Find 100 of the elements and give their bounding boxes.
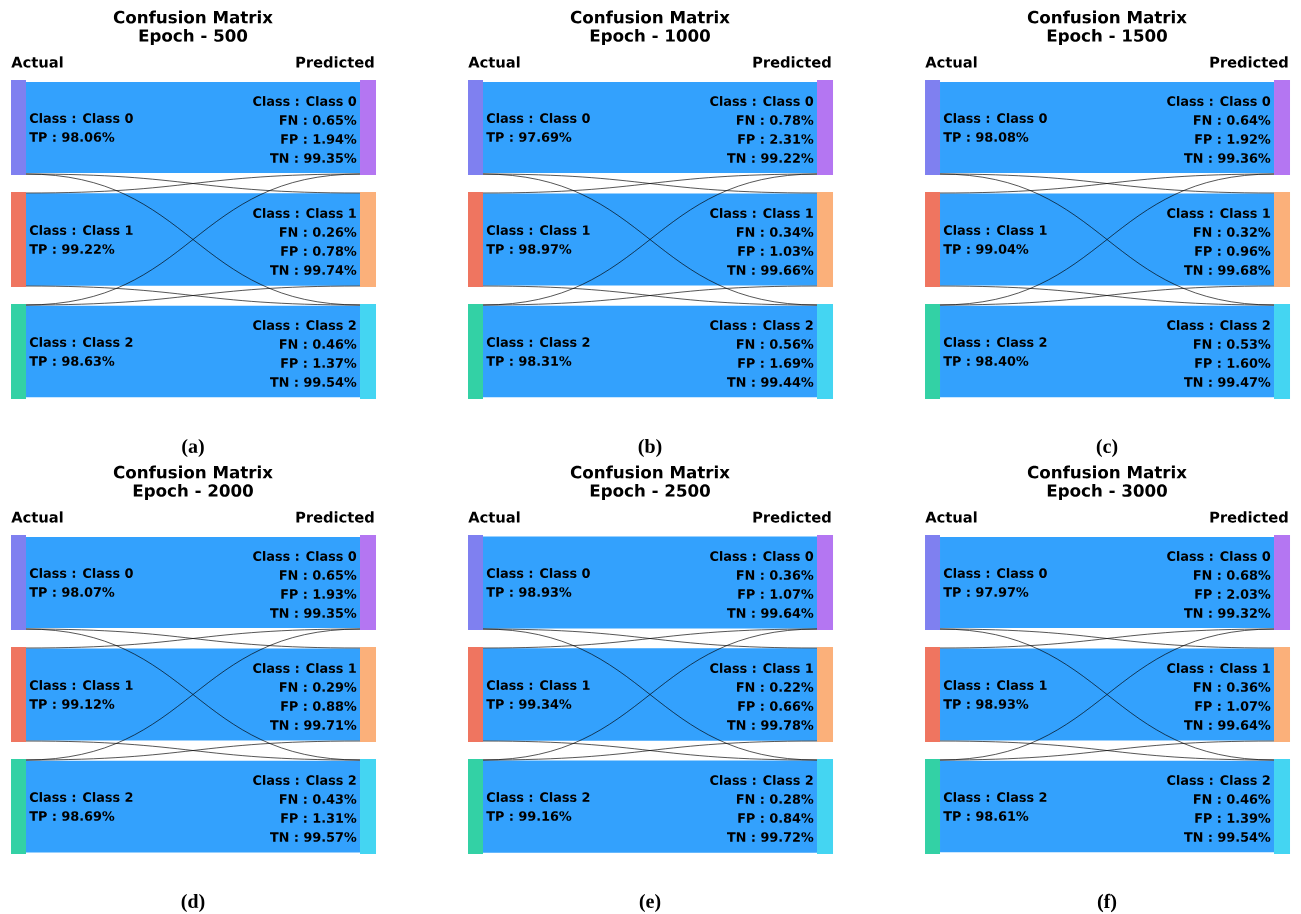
text: FP : 0.78% <box>281 246 357 256</box>
category-label: Class : Class 1 <box>29 680 133 690</box>
data-label: TP : 98.08% <box>943 132 1029 142</box>
text: FN : 0.36% <box>1194 682 1271 692</box>
text: Actual <box>925 56 977 68</box>
text: Actual <box>11 511 63 523</box>
category-label: Class : Class 0 <box>486 113 590 123</box>
data-label: TP : 99.34% <box>486 699 572 709</box>
text: FN : 0.28% <box>737 794 814 804</box>
data-label: TP : 99.12% <box>29 699 115 709</box>
data-label: TP : 99.22% <box>29 244 115 254</box>
text: Actual <box>925 511 977 523</box>
category-label: Class : Class 0 <box>1167 96 1271 106</box>
category-label: Class : Class 2 <box>943 792 1047 802</box>
text: FN : 0.32% <box>1194 227 1271 237</box>
text: Predicted <box>1210 56 1288 68</box>
text: TN : 99.35% <box>270 608 357 618</box>
data-label: TP : 98.61% <box>943 811 1029 821</box>
category-label: Class : Class 1 <box>486 225 590 235</box>
category-label: Class : Class 1 <box>1167 663 1270 673</box>
text: Predicted <box>753 56 831 68</box>
category-label: Class : Class 1 <box>710 663 813 673</box>
text: FP : 1.60% <box>1195 358 1271 368</box>
text: Confusion Matrix <box>113 465 273 479</box>
text: Predicted <box>296 56 374 68</box>
text: FP : 1.39% <box>1195 813 1271 823</box>
category-label: Class : Class 0 <box>710 551 814 561</box>
text: FN : 0.65% <box>280 570 357 580</box>
text: TN : 99.22% <box>727 153 814 163</box>
category-label: Class : Class 0 <box>29 568 133 578</box>
text: TN : 99.68% <box>1184 265 1271 275</box>
text: FN : 0.22% <box>737 682 814 692</box>
text: Epoch - 2500 <box>590 483 710 501</box>
text: FP : 1.94% <box>281 134 357 144</box>
text: Epoch - 1000 <box>590 28 710 46</box>
data-label: TP : 99.16% <box>486 811 572 821</box>
category-label: Class : Class 1 <box>710 208 813 218</box>
text: Confusion Matrix <box>1027 465 1187 479</box>
category-label: Class : Class 1 <box>1167 208 1270 218</box>
category-label: Class : Class 1 <box>943 225 1047 235</box>
text: Confusion Matrix <box>1027 10 1187 24</box>
text: Actual <box>468 511 520 523</box>
text: FP : 2.31% <box>738 134 814 144</box>
category-label: Class : Class 0 <box>1167 551 1271 561</box>
data-label: TP : 97.69% <box>486 132 572 142</box>
text: TN : 99.64% <box>727 608 814 618</box>
text: FP : 1.03% <box>738 246 814 256</box>
text: FN : 0.78% <box>737 115 814 125</box>
data-label: TP : 98.31% <box>486 356 572 366</box>
data-label: TP : 98.40% <box>943 356 1029 366</box>
text: TN : 99.78% <box>727 720 814 730</box>
category-label: Class : Class 2 <box>29 337 133 347</box>
category-label: Class : Class 0 <box>943 568 1047 578</box>
text: Confusion Matrix <box>570 10 730 24</box>
text: TN : 99.64% <box>1184 720 1271 730</box>
data-label: TP : 99.04% <box>943 244 1029 254</box>
text: FP : 1.07% <box>1195 701 1271 711</box>
text: FN : 0.34% <box>737 227 814 237</box>
text: Confusion Matrix <box>570 465 730 479</box>
category-label: Class : Class 2 <box>710 320 813 330</box>
category-label: Class : Class 0 <box>486 568 590 578</box>
text: Epoch - 3000 <box>1047 483 1167 501</box>
category-label: Class : Class 2 <box>943 337 1047 347</box>
category-label: Class : Class 2 <box>29 792 133 802</box>
text: TN : 99.35% <box>270 153 357 163</box>
category-label: Class : Class 2 <box>253 320 356 330</box>
data-label: TP : 98.07% <box>29 587 115 597</box>
text: FP : 1.37% <box>281 358 357 368</box>
category-label: Class : Class 0 <box>29 113 133 123</box>
text: FP : 1.69% <box>738 358 814 368</box>
category-label: Class : Class 1 <box>486 680 590 690</box>
text: FN : 0.46% <box>1194 794 1271 804</box>
text: FP : 0.88% <box>281 701 357 711</box>
text: (a) <box>182 438 204 458</box>
text: FP : 0.84% <box>738 813 814 823</box>
data-label: TP : 97.97% <box>943 587 1029 597</box>
text: FN : 0.46% <box>280 339 357 349</box>
text: FN : 0.43% <box>280 794 357 804</box>
category-label: Class : Class 1 <box>29 225 133 235</box>
text: (d) <box>181 893 205 913</box>
text: Predicted <box>753 511 831 523</box>
data-label: TP : 98.69% <box>29 811 115 821</box>
category-label: Class : Class 1 <box>253 663 356 673</box>
category-label: Class : Class 2 <box>1167 320 1270 330</box>
text: (f) <box>1097 893 1117 913</box>
text: TN : 99.54% <box>1184 832 1271 842</box>
category-label: Class : Class 2 <box>710 775 813 785</box>
data-label: TP : 98.06% <box>29 132 115 142</box>
text: TN : 99.72% <box>727 832 814 842</box>
text: (c) <box>1096 438 1118 458</box>
category-label: Class : Class 1 <box>253 208 356 218</box>
text: FN : 0.65% <box>280 115 357 125</box>
text: FP : 1.07% <box>738 589 814 599</box>
category-label: Class : Class 0 <box>710 96 814 106</box>
text: TN : 99.44% <box>727 377 814 387</box>
text: (b) <box>638 438 662 458</box>
data-label: TP : 98.63% <box>29 356 115 366</box>
text: FP : 1.31% <box>281 813 357 823</box>
text: Epoch - 500 <box>139 28 248 46</box>
text: Epoch - 2000 <box>133 483 253 501</box>
